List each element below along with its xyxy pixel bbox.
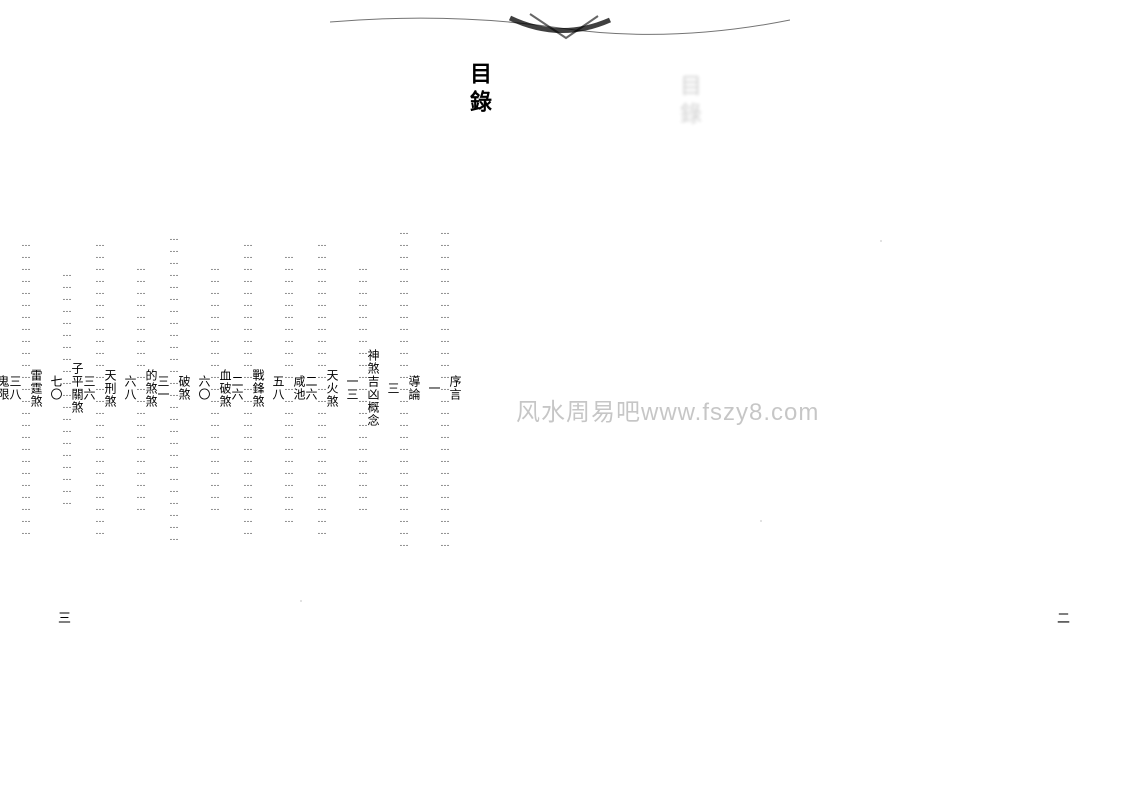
table-of-contents: 目錄 序言………………………………………………………………………一導論……………… — [75, 56, 495, 716]
toc-leader: ……………………………………………………… — [210, 262, 219, 514]
toc-entry-label: 雷霆煞 — [30, 369, 42, 408]
toc-leader: ……………………………………………………… — [358, 262, 367, 514]
toc-entry-page: 六〇 — [198, 375, 210, 401]
toc-entry-label: 天火煞 — [326, 369, 338, 408]
toc-leader: ………………………………………………………………… — [243, 238, 252, 538]
toc-entry-label: 的煞煞 — [145, 369, 157, 408]
toc-leader: ………………………………………………………………… — [21, 238, 30, 538]
toc-entry-page: 二六 — [231, 375, 243, 401]
book-spread: 目錄 序言………………………………………………………………………一導論……………… — [0, 0, 1126, 794]
toc-entry-label: 神煞吉凶概念 — [367, 349, 379, 427]
toc-entry-label: 破煞 — [178, 375, 190, 401]
page-number-right: 二 — [1053, 611, 1072, 624]
toc-leader: ……………………………………………………… — [136, 262, 145, 514]
toc-entry-page: 六八 — [124, 375, 136, 401]
toc-entry-label: 戰鋒煞 — [252, 369, 264, 408]
toc-entry-label: 鬼限 — [0, 375, 9, 401]
toc-entry: 雷霆煞…………………………………………………………………三八鬼限……………………… — [0, 58, 42, 718]
toc-entry: 天火煞…………………………………………………………………二六咸池……………………… — [272, 58, 338, 718]
toc-entry-page: 三六 — [83, 375, 95, 401]
toc-entry: 破煞……………………………………………………………………三一的煞煞…………………… — [124, 58, 190, 718]
toc-leader: …………………………………………………… — [62, 268, 71, 508]
faint-header: 目錄 — [673, 74, 705, 130]
toc-leader: ……………………………………………………………………… — [440, 226, 449, 550]
scan-speck — [300, 600, 302, 602]
toc-entry-page: 三一 — [157, 375, 169, 401]
toc-entry-label: 咸池 — [293, 375, 305, 401]
toc-entry-label: 天刑煞 — [104, 369, 116, 408]
page-toc: 目錄 序言………………………………………………………………………一導論……………… — [0, 0, 563, 794]
toc-entry-page: 七〇 — [50, 375, 62, 401]
toc-entry-page: 三 — [387, 382, 399, 395]
page-number-left: 三 — [54, 611, 73, 624]
toc-entry-label: 子平關煞 — [71, 362, 83, 414]
toc-leader: …………………………………………………………………… — [169, 232, 178, 544]
toc-entry: 神煞吉凶概念………………………………………………………一三 — [346, 58, 379, 718]
toc-entry-label: 導論 — [408, 375, 420, 401]
page-blank: 目錄 二 — [563, 0, 1126, 794]
toc-entry: 導論………………………………………………………………………三 — [387, 58, 420, 718]
toc-entry-page: 一 — [428, 382, 440, 395]
toc-entry-label: 血破煞 — [219, 369, 231, 408]
scan-speck — [760, 520, 762, 522]
toc-entry: 序言………………………………………………………………………一 — [428, 58, 461, 718]
toc-entry: 戰鋒煞…………………………………………………………………二六血破煞…………………… — [198, 58, 264, 718]
toc-entry-label: 序言 — [449, 375, 461, 401]
toc-leader: ………………………………………………………………… — [95, 238, 104, 538]
toc-entry-page: 二六 — [305, 375, 317, 401]
toc-leader: …………………………………………………………… — [284, 250, 293, 526]
toc-entry-page: 三八 — [9, 375, 21, 401]
toc-entry-page: 五八 — [272, 375, 284, 401]
toc-leader: ……………………………………………………………………… — [399, 226, 408, 550]
toc-title: 目錄 — [463, 62, 495, 118]
toc-leader: ………………………………………………………………… — [317, 238, 326, 538]
scan-speck — [880, 240, 882, 242]
toc-entry-page: 一三 — [346, 375, 358, 401]
